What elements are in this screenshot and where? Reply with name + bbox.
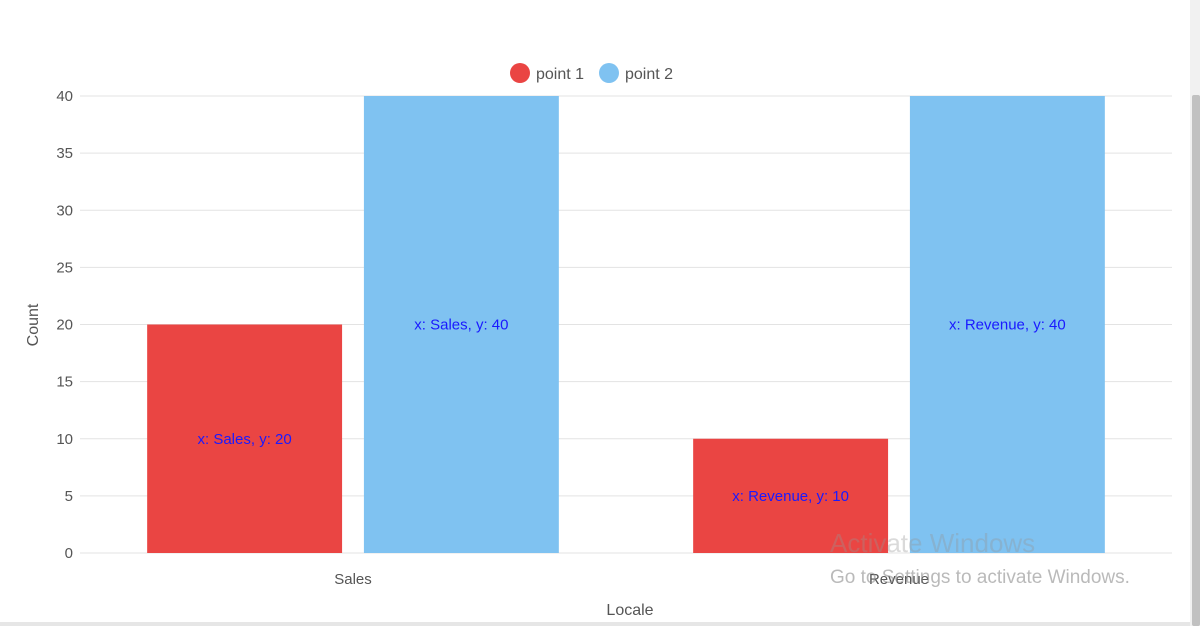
y-tick-label: 40: [56, 88, 73, 105]
legend-label: point 1: [536, 66, 584, 83]
legend-label: point 2: [625, 66, 673, 83]
legend-swatch: [599, 63, 619, 83]
x-axis-title: Locale: [606, 602, 653, 619]
x-tick-label: Revenue: [869, 571, 929, 588]
data-label: x: Sales, y: 40: [414, 317, 508, 334]
y-tick-label: 0: [65, 545, 73, 562]
y-tick-label: 15: [56, 374, 73, 391]
legend-swatch: [510, 63, 530, 83]
y-tick-label: 5: [65, 488, 73, 505]
data-label: x: Sales, y: 20: [198, 431, 292, 448]
bottom-border: [0, 622, 1190, 626]
bar: [147, 324, 343, 553]
y-tick-label: 20: [56, 317, 73, 334]
y-tick-label: 30: [56, 202, 73, 219]
bar: [909, 96, 1105, 553]
data-label: x: Revenue, y: 10: [732, 488, 849, 505]
bar: [693, 438, 889, 553]
data-label: x: Revenue, y: 40: [949, 317, 1066, 334]
bar: [363, 96, 559, 553]
y-tick-label: 35: [56, 145, 73, 162]
y-tick-label: 25: [56, 259, 73, 276]
x-tick-label: Sales: [334, 571, 372, 588]
scrollbar-thumb[interactable]: [1192, 95, 1200, 626]
y-axis-title: Count: [25, 303, 42, 346]
y-tick-label: 10: [56, 431, 73, 448]
